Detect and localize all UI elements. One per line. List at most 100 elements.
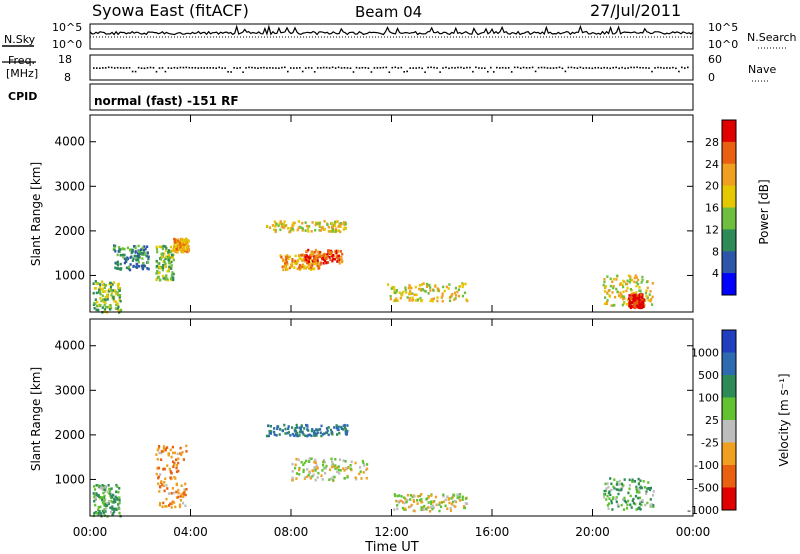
power-cell — [93, 306, 96, 310]
power-cell — [314, 248, 317, 252]
power-cell — [454, 297, 457, 300]
velocity-cell — [331, 432, 334, 436]
power-cell — [281, 265, 284, 269]
power-cell — [340, 257, 343, 260]
power-cell — [312, 261, 315, 264]
velocity-cell — [345, 467, 348, 470]
velocity-cell — [113, 507, 116, 511]
power-cell — [448, 283, 451, 286]
power-cell — [629, 297, 632, 301]
power-cell — [171, 256, 174, 259]
power-cell — [609, 277, 612, 281]
velocity-cell — [325, 464, 328, 468]
velocity-cell — [273, 433, 276, 436]
power-cell — [306, 265, 309, 269]
power-cell — [141, 253, 144, 256]
power-cell — [177, 240, 180, 243]
power-cell — [305, 258, 308, 262]
velocity-cell — [320, 474, 323, 477]
velocity-cell — [113, 510, 116, 513]
power-cell — [172, 276, 175, 279]
velocity-colorbar-swatch — [722, 487, 736, 511]
velocity-cell — [182, 491, 185, 495]
velocity-cell — [305, 459, 308, 463]
power-cell — [140, 266, 144, 269]
velocity-cell — [413, 495, 416, 498]
power-cell — [164, 275, 167, 278]
power-cell — [415, 293, 418, 297]
velocity-cell — [643, 486, 646, 489]
velocity-cell — [166, 487, 169, 490]
velocity-cell — [179, 495, 182, 498]
power-cell — [623, 297, 626, 300]
velocity-cell — [438, 503, 441, 506]
velocity-cell — [173, 451, 176, 455]
power-cell — [129, 256, 132, 259]
velocity-cell — [409, 505, 412, 508]
power-colorbar-tick: 20 — [705, 180, 719, 193]
power-cell — [95, 308, 98, 312]
velocity-cell — [296, 434, 299, 438]
velocity-cell — [649, 504, 652, 507]
power-cell — [166, 277, 169, 281]
velocity-cell — [293, 428, 296, 432]
velocity-cell — [291, 476, 294, 480]
power-cell — [629, 278, 632, 281]
power-cell — [161, 247, 165, 251]
power-cell — [602, 283, 605, 287]
velocity-cell — [162, 447, 165, 450]
velocity-cell — [174, 505, 177, 509]
velocity-cell — [409, 498, 412, 501]
velocity-cell — [420, 498, 423, 501]
velocity-cell — [461, 495, 464, 499]
power-cell — [187, 245, 190, 248]
power-cell — [434, 285, 437, 288]
power-cell — [156, 250, 159, 254]
velocity-cell — [287, 427, 290, 431]
power-cell — [171, 271, 174, 274]
power-cell — [115, 303, 118, 307]
power-cell — [303, 258, 306, 261]
power-cell — [274, 225, 277, 228]
velocity-cell — [306, 434, 309, 438]
velocity-cell — [406, 493, 409, 497]
power-cell — [162, 277, 165, 280]
power-cell — [104, 283, 107, 287]
velocity-cell — [435, 503, 438, 507]
velocity-cell — [183, 490, 186, 493]
power-cell — [137, 260, 140, 264]
nave-tick-bottom: 0 — [708, 71, 715, 84]
velocity-cell — [178, 503, 182, 507]
velocity-cell — [93, 499, 96, 503]
velocity-cell — [326, 429, 329, 433]
power-cell — [419, 296, 422, 300]
velocity-cell — [156, 458, 159, 461]
power-cell — [181, 248, 185, 252]
power-cell — [287, 227, 290, 230]
velocity-cell — [114, 499, 117, 502]
power-cell — [640, 281, 643, 284]
power-cell — [344, 221, 347, 225]
velocity-cell — [162, 445, 166, 448]
power-cell — [630, 279, 634, 282]
velocity-cell — [407, 505, 411, 509]
range-tick-label: 2000 — [54, 428, 85, 442]
velocity-cell — [647, 487, 650, 490]
power-cell — [302, 257, 305, 261]
velocity-cell — [307, 433, 310, 437]
power-cell — [115, 267, 118, 270]
velocity-cell — [440, 501, 444, 504]
velocity-cell — [184, 504, 187, 508]
velocity-colorbar: 1000 500 100 25 -25 -100 -500 -1000 — [687, 329, 737, 517]
power-cell — [329, 258, 332, 261]
velocity-cell — [115, 483, 118, 487]
velocity-cell — [448, 501, 451, 505]
velocity-cell — [323, 466, 326, 470]
velocity-cell — [298, 426, 301, 430]
velocity-cell — [354, 476, 357, 479]
time-tick-label: 20:00 — [575, 525, 610, 539]
power-cell — [185, 240, 188, 244]
velocity-cell — [429, 510, 432, 513]
velocity-cell — [646, 501, 649, 505]
power-cell — [338, 262, 341, 265]
